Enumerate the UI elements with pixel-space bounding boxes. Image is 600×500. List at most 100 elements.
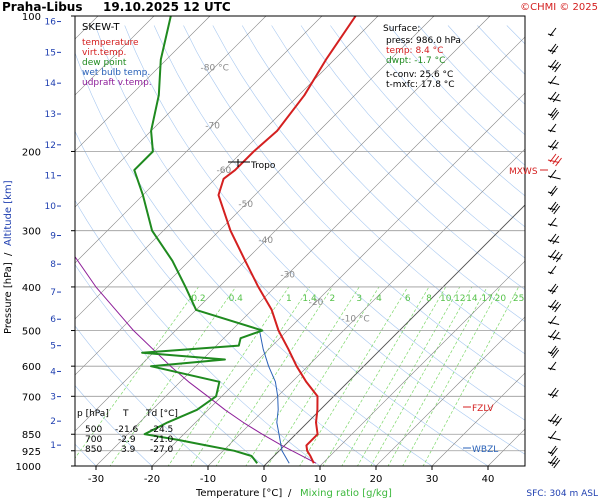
isotherm-label: -70 [205,121,220,131]
pressure-tick-label: 300 [22,227,41,238]
pressure-tick-label: 1000 [16,462,41,473]
wind-barb-flag [549,153,557,163]
profile-lines [75,16,357,464]
legend-virtual-temp: virt.temp. [82,48,126,58]
table-cell: -24.5 [150,425,173,435]
isotherm-line [207,148,525,466]
x-tick-label: 30 [426,474,439,485]
dry-adiabat [75,325,209,466]
pressure-tick-label: 925 [22,447,41,458]
sounding-datetime: 19.10.2025 12 UTC [103,0,231,14]
dry-adiabat [183,25,525,388]
wind-barb-flag [549,329,557,339]
isotherm-line [95,36,525,466]
surface-tconv: t-conv: 25.6 °C [386,70,453,80]
wind-barb-staff [547,223,558,227]
wind-barb-flag [549,345,557,355]
mixing-ratio-label: 2 [329,294,335,304]
wind-barb-flag [549,59,557,69]
dry-adiabat [300,25,525,259]
wind-barb-flag [549,75,557,85]
table-cell: 700 [85,435,102,445]
table-cell: 850 [85,445,102,455]
altitude-tick-label: 3 [50,393,56,403]
mixing-ratio-line [387,286,488,466]
wind-barb-staff [547,159,560,164]
wind-barb-flag [555,417,562,427]
legend-wet-bulb: wet bulb temp. [82,68,150,78]
isotherm-label: -20 [309,298,324,308]
x-tick-label: 20 [370,474,383,485]
wind-barb-flag [550,447,558,457]
mixing-ratio-line [422,286,519,466]
surface-info: Surface: press: 986.0 hPa temp: 8.4 °C d… [383,24,461,90]
station-name: Praha-Libus [2,0,82,14]
isotherm-line [75,16,267,208]
wind-barb-flag [553,205,561,215]
wind-barb-flag [549,455,557,465]
udpraft-v-temp-line [75,255,317,464]
surface-dewpoint: dwpt: -1.7 °C [386,56,445,66]
mixing-ratio-line [322,286,430,466]
mixing-ratio-line [341,286,447,466]
wind-barb-flag [549,233,557,243]
altitude-tick-label: 12 [45,141,56,151]
fzlv-label: FZLV [472,404,494,414]
wind-barb-flag [552,111,560,121]
table-cell: -21.6 [115,425,139,435]
mixing-ratio-line [190,286,310,466]
isotherm-label: -60 [217,166,232,176]
wind-barb-flag [549,185,557,195]
altitude-tick-label: 11 [45,172,56,182]
dry-adiabat [330,25,525,228]
table-cell: 500 [85,425,102,435]
isotherm-line [75,16,435,376]
wind-barb-flag [549,107,557,117]
surface-title: Surface: [383,24,420,34]
mixing-ratio-line [109,286,237,466]
wind-barb-staff [547,97,561,102]
pressure-tick-label: 200 [22,147,41,158]
altitude-tick-label: 15 [45,48,56,58]
x-axis-label-temp: Temperature [°C] [195,488,282,499]
wind-barb-flag [551,141,559,151]
wind-barb-flag [553,459,561,469]
wind-barb-flag [549,201,557,211]
zero-isotherm-line [263,204,525,466]
y-axis-label-sep: / [3,252,14,256]
sfc-altitude: SFC: 304 m ASL [526,489,598,499]
isotherm-line [75,16,155,96]
wind-barb-flag [550,109,558,119]
table-header-td: Td [°C] [145,409,178,419]
altitude-tick-label: 9 [50,232,56,242]
table-cell: 3.9 [121,445,136,455]
dry-adiabat [75,130,377,466]
level-markers: Tropo MXWS FZLV WBZL [228,159,548,455]
pressure-tick-label: 100 [22,12,41,23]
surface-pressure: press: 986.0 hPa [386,36,461,46]
altitude-tick-label: 1 [50,441,56,451]
table-cell: -21.0 [150,435,174,445]
wind-barb-flag [552,251,560,261]
mixing-ratio-label: 4 [376,294,382,304]
wind-barb-flag [551,457,559,467]
pressure-tick-label: 400 [22,283,41,294]
isotherm-line [375,316,525,466]
isotherm-line [75,16,323,264]
wind-barb-flag [551,301,559,311]
isotherm-line [431,372,525,466]
mixing-ratio-label: 1.4 [302,294,317,304]
x-axis-label-sep: / [288,488,292,499]
altitude-tick-label: 6 [50,315,56,325]
wind-barb-flag [552,415,560,425]
dew-point-line [133,16,264,464]
wind-barb-flag [549,315,557,325]
x-tick-label: 40 [482,474,495,485]
isotherm-label: -50 [238,200,253,210]
isotherm-line [75,16,379,320]
wind-barb-flag [552,235,560,245]
wind-barb-staff [547,65,558,69]
isotherm-label: -30 [280,270,295,280]
isotherm-label: -80 °C [201,63,229,73]
